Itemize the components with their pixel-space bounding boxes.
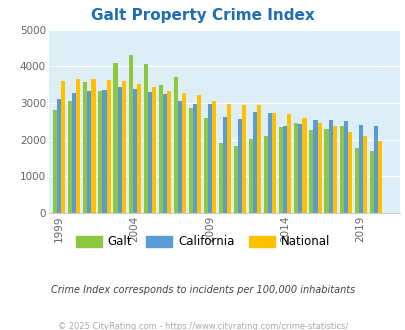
- Bar: [339, 126, 343, 213]
- Bar: [102, 90, 106, 213]
- Bar: [328, 120, 332, 213]
- Bar: [113, 63, 117, 213]
- Bar: [241, 105, 246, 213]
- Bar: [298, 124, 302, 213]
- Bar: [343, 120, 347, 213]
- Bar: [272, 113, 276, 213]
- Bar: [347, 132, 351, 213]
- Bar: [188, 108, 192, 213]
- Bar: [53, 110, 57, 213]
- Bar: [253, 112, 257, 213]
- Bar: [287, 114, 291, 213]
- Bar: [362, 136, 366, 213]
- Bar: [132, 89, 136, 213]
- Bar: [268, 113, 272, 213]
- Bar: [98, 90, 102, 213]
- Bar: [192, 104, 196, 213]
- Bar: [128, 55, 132, 213]
- Bar: [237, 119, 241, 213]
- Text: Galt Property Crime Index: Galt Property Crime Index: [91, 8, 314, 23]
- Bar: [324, 129, 328, 213]
- Bar: [151, 87, 156, 213]
- Bar: [332, 126, 336, 213]
- Bar: [147, 92, 151, 213]
- Bar: [294, 123, 298, 213]
- Bar: [222, 117, 226, 213]
- Bar: [358, 125, 362, 213]
- Bar: [61, 81, 65, 213]
- Bar: [87, 90, 91, 213]
- Bar: [76, 79, 80, 213]
- Bar: [203, 118, 207, 213]
- Bar: [181, 93, 185, 213]
- Bar: [158, 85, 162, 213]
- Bar: [283, 126, 287, 213]
- Bar: [302, 117, 306, 213]
- Bar: [91, 79, 95, 213]
- Bar: [57, 99, 61, 213]
- Bar: [207, 104, 211, 213]
- Bar: [226, 104, 230, 213]
- Text: © 2025 CityRating.com - https://www.cityrating.com/crime-statistics/: © 2025 CityRating.com - https://www.city…: [58, 322, 347, 330]
- Bar: [249, 139, 253, 213]
- Bar: [377, 141, 381, 213]
- Bar: [317, 123, 321, 213]
- Bar: [369, 150, 373, 213]
- Bar: [233, 146, 237, 213]
- Bar: [211, 102, 215, 213]
- Bar: [173, 77, 177, 213]
- Bar: [143, 64, 147, 213]
- Bar: [106, 80, 110, 213]
- Bar: [218, 143, 222, 213]
- Bar: [166, 90, 171, 213]
- Bar: [313, 120, 317, 213]
- Bar: [72, 93, 76, 213]
- Bar: [196, 95, 200, 213]
- Bar: [136, 84, 141, 213]
- Bar: [162, 94, 166, 213]
- Bar: [279, 127, 283, 213]
- Bar: [117, 87, 121, 213]
- Bar: [83, 82, 87, 213]
- Bar: [354, 148, 358, 213]
- Bar: [309, 130, 313, 213]
- Bar: [68, 101, 72, 213]
- Bar: [121, 82, 126, 213]
- Bar: [177, 102, 181, 213]
- Bar: [264, 136, 268, 213]
- Legend: Galt, California, National: Galt, California, National: [71, 231, 334, 253]
- Bar: [373, 126, 377, 213]
- Text: Crime Index corresponds to incidents per 100,000 inhabitants: Crime Index corresponds to incidents per…: [51, 285, 354, 295]
- Bar: [257, 105, 261, 213]
